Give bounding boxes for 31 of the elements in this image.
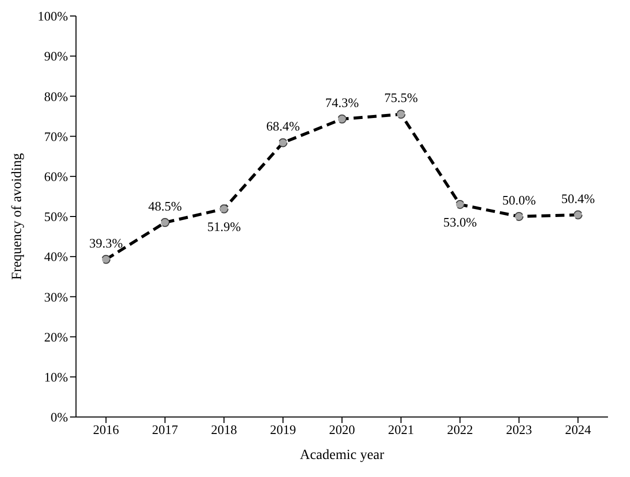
x-tick-label: 2018 xyxy=(211,422,237,438)
y-tick-label: 40% xyxy=(44,249,68,264)
y-tick-label: 30% xyxy=(44,289,68,304)
data-label: 50.4% xyxy=(561,190,595,206)
y-tick-label: 50% xyxy=(44,209,68,224)
y-tick-label: 60% xyxy=(44,169,68,184)
data-label: 68.4% xyxy=(266,118,300,134)
data-label: 75.5% xyxy=(384,90,418,106)
y-tick-label: 10% xyxy=(44,370,68,385)
y-axis-title: Frequency of avoiding xyxy=(10,153,25,280)
x-tick-label: 2019 xyxy=(270,422,296,438)
x-axis-title: Academic year xyxy=(300,448,384,463)
data-label: 39.3% xyxy=(89,235,123,250)
y-tick-label: 80% xyxy=(44,88,68,104)
y-tick-label: 70% xyxy=(44,128,68,144)
x-tick-label: 2024 xyxy=(565,422,592,438)
data-label: 74.3% xyxy=(325,95,359,110)
x-tick-label: 2021 xyxy=(388,422,414,438)
y-tick-label: 20% xyxy=(44,329,68,344)
x-tick-label: 2016 xyxy=(93,422,120,438)
y-tick-label: 90% xyxy=(44,48,68,64)
y-tick-label: 100% xyxy=(38,8,68,24)
x-tick-label: 2020 xyxy=(329,422,355,438)
x-tick-label: 2023 xyxy=(506,422,532,438)
data-label: 48.5% xyxy=(148,198,182,214)
x-tick-label: 2017 xyxy=(152,422,178,438)
y-tick-label: 0% xyxy=(50,410,68,425)
x-tick-label: 2022 xyxy=(447,422,473,438)
data-label: 50.0% xyxy=(502,192,536,208)
data-label: 53.0% xyxy=(443,214,477,230)
data-label: 51.9% xyxy=(207,218,241,234)
